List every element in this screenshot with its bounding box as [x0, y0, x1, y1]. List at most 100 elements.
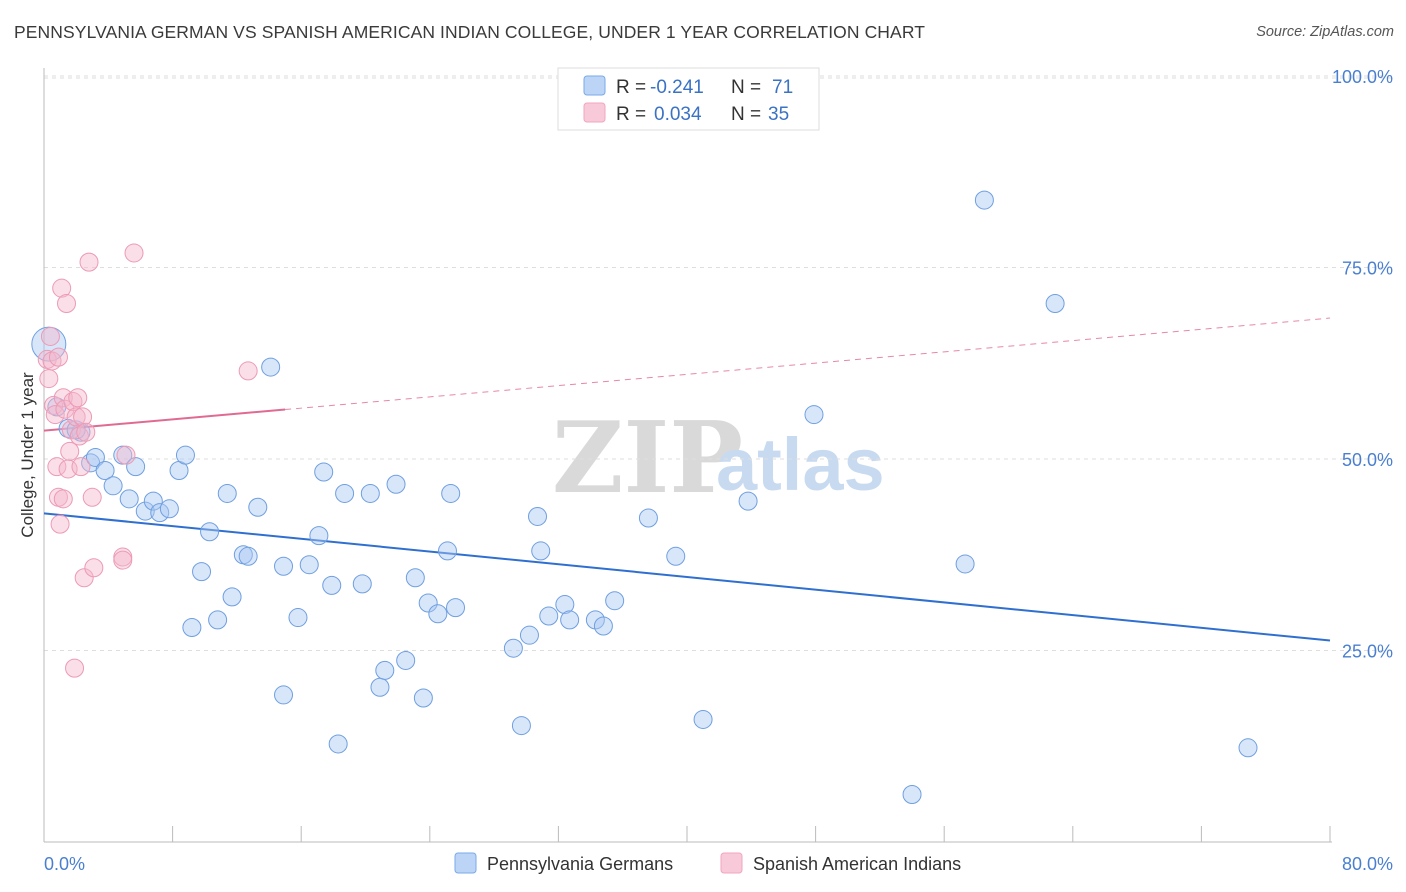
point-pennsylvania-german — [503, 638, 523, 658]
point-pennsylvania-german — [314, 462, 334, 482]
axes: 25.0% 50.0% 75.0% 100.0% 0.0% 80.0% — [43, 67, 1393, 874]
point-pennsylvania-german — [531, 541, 551, 561]
y-tick-label: 100.0% — [1332, 67, 1393, 87]
legend-swatch-pink — [583, 102, 606, 123]
point-pennsylvania-german — [693, 709, 713, 729]
point-pennsylvania-german — [375, 660, 395, 680]
point-pennsylvania-german — [103, 476, 123, 496]
series-legend-swatch-pink — [720, 852, 743, 874]
series-legend-swatch-blue — [454, 852, 477, 874]
point-pennsylvania-german — [560, 610, 580, 630]
trend-line-spanish-american-indians-dashed — [285, 317, 1331, 411]
series-legend-label-2: Spanish American Indians — [753, 854, 961, 874]
point-pennsylvania-german — [143, 491, 163, 511]
point-pennsylvania-german — [605, 591, 625, 611]
point-spanish-american-indian — [238, 361, 258, 381]
legend-swatch-blue — [583, 75, 606, 96]
point-spanish-american-indian — [79, 252, 99, 272]
point-pennsylvania-german — [159, 499, 179, 519]
legend-n-label-2: N = — [731, 104, 761, 125]
point-pennsylvania-german — [85, 447, 105, 467]
point-pennsylvania-german — [175, 445, 195, 465]
point-pennsylvania-german — [638, 508, 658, 528]
legend-r-value-1: -0.241 — [650, 77, 704, 98]
legend-n-value-2: 35 — [768, 104, 789, 125]
point-pennsylvania-german — [974, 190, 994, 210]
point-spanish-american-indian — [74, 568, 94, 588]
point-pennsylvania-german — [119, 489, 139, 509]
y-tick-label: 50.0% — [1342, 450, 1393, 470]
point-pennsylvania-german — [511, 716, 531, 736]
point-pennsylvania-german — [519, 625, 539, 645]
point-spanish-american-indian — [84, 558, 104, 578]
y-axis-label: College, Under 1 year — [18, 372, 37, 538]
point-spanish-american-indian — [68, 388, 88, 408]
point-spanish-american-indian — [57, 294, 77, 314]
correlation-legend: R = -0.241 N = 71 R = 0.034 N = 35 — [557, 67, 820, 131]
trend-line-spanish-american-indians-solid — [43, 408, 286, 432]
point-spanish-american-indian — [45, 405, 65, 425]
legend-n-label-1: N = — [731, 77, 761, 98]
point-pennsylvania-german — [222, 587, 242, 607]
trend-line-pennsylvania-germans — [43, 512, 1331, 642]
point-pennsylvania-german — [441, 483, 461, 503]
point-pennsylvania-german — [288, 608, 308, 628]
x-tick-label: 0.0% — [44, 854, 85, 874]
point-spanish-american-indian — [124, 243, 144, 263]
point-pennsylvania-german — [539, 606, 559, 626]
point-pennsylvania-german — [192, 562, 212, 582]
point-spanish-american-indian — [65, 658, 85, 678]
legend-n-value-1: 71 — [772, 77, 793, 98]
point-pennsylvania-german — [322, 575, 342, 595]
point-pennsylvania-german — [428, 604, 448, 624]
point-spanish-american-indian — [39, 369, 59, 389]
point-pennsylvania-german — [386, 474, 406, 494]
point-pennsylvania-german — [666, 546, 686, 566]
point-pennsylvania-german — [955, 554, 975, 574]
point-pennsylvania-german — [200, 522, 220, 542]
point-spanish-american-indian — [82, 487, 102, 507]
point-spanish-american-indian — [66, 407, 86, 427]
chart-title: PENNSYLVANIA GERMAN VS SPANISH AMERICAN … — [14, 22, 926, 42]
point-pennsylvania-german — [95, 460, 115, 480]
point-pennsylvania-german — [217, 483, 237, 503]
point-pennsylvania-german — [738, 491, 758, 511]
point-pennsylvania-german — [413, 688, 433, 708]
point-pennsylvania-german — [182, 618, 202, 638]
point-pennsylvania-german — [1238, 738, 1258, 758]
point-pennsylvania-german — [437, 541, 457, 561]
point-spanish-american-indian — [50, 514, 70, 534]
point-pennsylvania-german — [352, 574, 372, 594]
legend-r-label-1: R = — [616, 77, 646, 98]
point-pennsylvania-german — [528, 506, 548, 526]
source-label: Source: ZipAtlas.com — [1256, 24, 1394, 40]
y-tick-label: 25.0% — [1342, 642, 1393, 662]
point-pennsylvania-german — [274, 556, 294, 576]
point-pennsylvania-german — [360, 483, 380, 503]
point-spanish-american-indian — [40, 326, 60, 346]
point-spanish-american-indian — [52, 278, 72, 298]
point-spanish-american-indian — [76, 422, 96, 442]
point-pennsylvania-german — [593, 616, 613, 636]
y-tick-label: 75.0% — [1342, 259, 1393, 279]
point-pennsylvania-german — [309, 526, 329, 546]
point-spanish-american-indian — [116, 445, 136, 465]
point-spanish-american-indian — [113, 550, 133, 570]
point-pennsylvania-german — [396, 650, 416, 670]
point-pennsylvania-german — [238, 546, 258, 566]
point-pennsylvania-german — [328, 734, 348, 754]
trend-lines — [43, 317, 1331, 642]
point-pennsylvania-german — [804, 405, 824, 425]
point-pennsylvania-german — [299, 555, 319, 575]
point-pennsylvania-german — [418, 593, 438, 613]
point-pennsylvania-german — [335, 483, 355, 503]
point-pennsylvania-german — [248, 497, 268, 517]
point-pennsylvania-german — [370, 677, 390, 697]
legend-r-label-2: R = — [616, 104, 646, 125]
point-pennsylvania-german — [135, 501, 155, 521]
point-spanish-american-indian — [53, 489, 73, 509]
legend-r-value-2: 0.034 — [654, 104, 702, 125]
point-pennsylvania-german — [150, 503, 170, 523]
point-pennsylvania-german — [1045, 294, 1065, 314]
